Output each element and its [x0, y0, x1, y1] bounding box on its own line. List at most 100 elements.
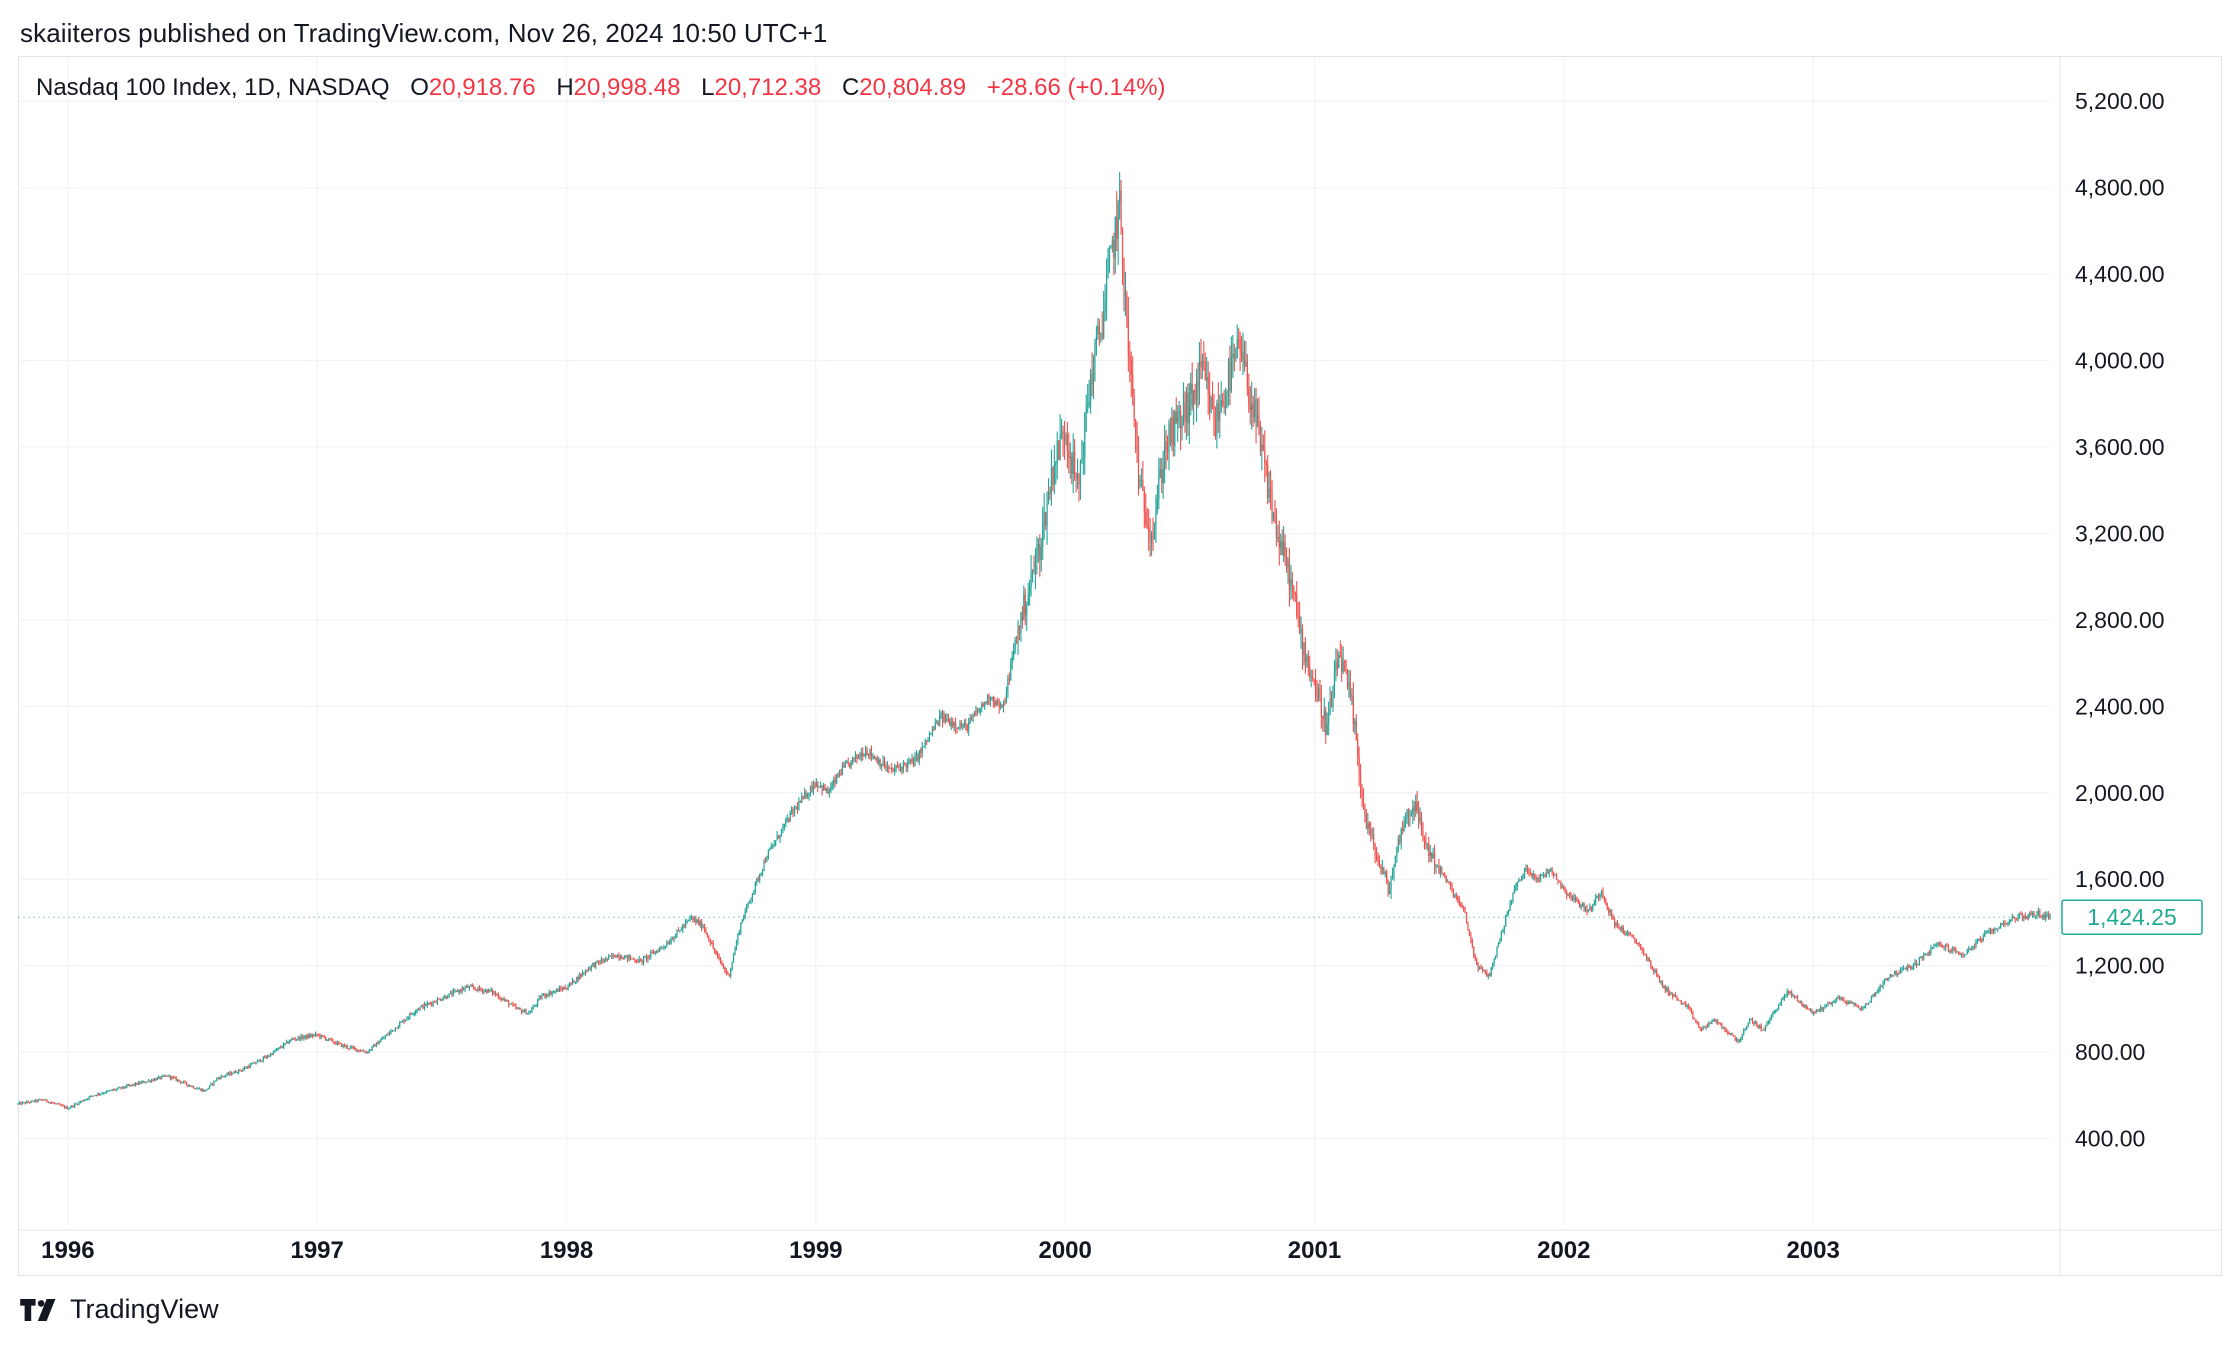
candle-body	[1111, 240, 1113, 247]
candle-body	[708, 936, 710, 941]
candle-body	[933, 728, 935, 730]
candle-body	[348, 1048, 350, 1050]
open-value: 20,918.76	[428, 74, 536, 101]
candle-body	[882, 760, 884, 766]
candle-body	[905, 764, 907, 768]
candle-body	[1895, 971, 1897, 975]
candle-body	[342, 1044, 344, 1047]
candle-body	[1949, 950, 1951, 952]
candle-body	[123, 1086, 125, 1088]
candle-body	[821, 785, 823, 791]
candle-body	[523, 1009, 526, 1012]
candle-body	[1142, 479, 1144, 492]
candle-body	[21, 1102, 23, 1105]
candle-body	[1354, 720, 1356, 725]
candle-body	[1981, 940, 1983, 942]
candle-body	[1795, 996, 1797, 998]
candle-body	[854, 754, 857, 759]
candle-body	[1955, 948, 1957, 953]
candle-body	[1422, 831, 1424, 838]
candle-body	[650, 952, 652, 957]
candle-body	[140, 1082, 142, 1084]
candle-body	[915, 755, 918, 757]
candle-body	[27, 1101, 29, 1103]
candle-body	[487, 989, 489, 993]
candle-body	[1701, 1029, 1703, 1031]
candle-body	[1679, 1000, 1681, 1002]
candle-body	[1425, 839, 1427, 844]
candle-body	[881, 765, 883, 767]
candle-body	[674, 935, 677, 939]
candle-body	[959, 723, 961, 729]
candle-body	[789, 812, 791, 822]
candle-body	[1824, 1004, 1826, 1009]
candle-body	[1920, 957, 1922, 959]
candle-body	[187, 1084, 189, 1086]
candle-body	[1587, 910, 1590, 913]
candle-body	[1497, 943, 1500, 947]
candle-body	[1470, 934, 1472, 941]
candle-body	[804, 792, 806, 797]
candle-body	[1516, 882, 1518, 887]
candle-body	[2046, 914, 2048, 916]
candle-body	[1910, 965, 1912, 970]
candle-body	[155, 1078, 157, 1081]
candle-body	[648, 955, 650, 957]
candle-body	[386, 1034, 388, 1037]
candle-body	[493, 992, 495, 994]
candle-body	[1879, 985, 1881, 989]
candle-body	[615, 957, 617, 959]
candle-body	[918, 750, 920, 761]
candle-body	[1265, 462, 1267, 465]
candle-body	[1825, 1004, 1828, 1006]
candle-body	[179, 1080, 182, 1083]
candle-body	[680, 929, 682, 931]
candle-body	[290, 1039, 292, 1042]
candle-body	[924, 740, 926, 747]
candle-body	[963, 723, 965, 728]
candle-body	[1529, 872, 1531, 874]
candle-body	[541, 995, 543, 999]
candle-body	[606, 958, 608, 960]
candle-body	[1670, 993, 1672, 995]
candle-body	[274, 1050, 276, 1052]
candle-body	[23, 1102, 25, 1104]
candle-body	[930, 733, 932, 735]
candle-body	[560, 988, 562, 990]
candle-body	[1345, 663, 1347, 672]
candle-body	[1402, 828, 1404, 832]
candle-body	[232, 1073, 234, 1075]
candle-body	[1059, 434, 1061, 460]
candle-body	[1168, 423, 1170, 453]
candle-body	[1146, 525, 1148, 528]
candle-body	[233, 1071, 235, 1074]
candle-body	[836, 774, 838, 783]
candle-body	[1493, 958, 1495, 964]
candle-body	[47, 1101, 50, 1103]
candle-body	[1747, 1023, 1749, 1027]
candle-body	[857, 756, 859, 759]
candle-body	[1431, 852, 1433, 859]
candle-body	[960, 723, 963, 728]
tradingview-brand[interactable]: TradingView	[20, 1294, 219, 1325]
candle-body	[1838, 997, 1841, 1001]
candle-body	[201, 1089, 203, 1091]
candle-body	[791, 809, 793, 813]
candle-body	[1091, 373, 1093, 385]
candle-body	[1339, 655, 1341, 658]
candle-body	[968, 721, 970, 731]
candle-body	[110, 1089, 112, 1091]
candle-body	[1136, 433, 1138, 452]
candle-body	[1763, 1029, 1765, 1031]
candle-body	[1050, 467, 1053, 495]
candle-body	[1728, 1033, 1730, 1035]
candle-body	[1882, 982, 1884, 987]
candle-body	[1857, 1006, 1860, 1009]
candle-body	[1653, 969, 1655, 972]
candle-body	[1693, 1018, 1695, 1020]
candle-body	[423, 1003, 425, 1009]
candle-body	[1762, 1029, 1764, 1031]
candle-body	[1344, 661, 1346, 664]
candle-body	[464, 987, 466, 990]
